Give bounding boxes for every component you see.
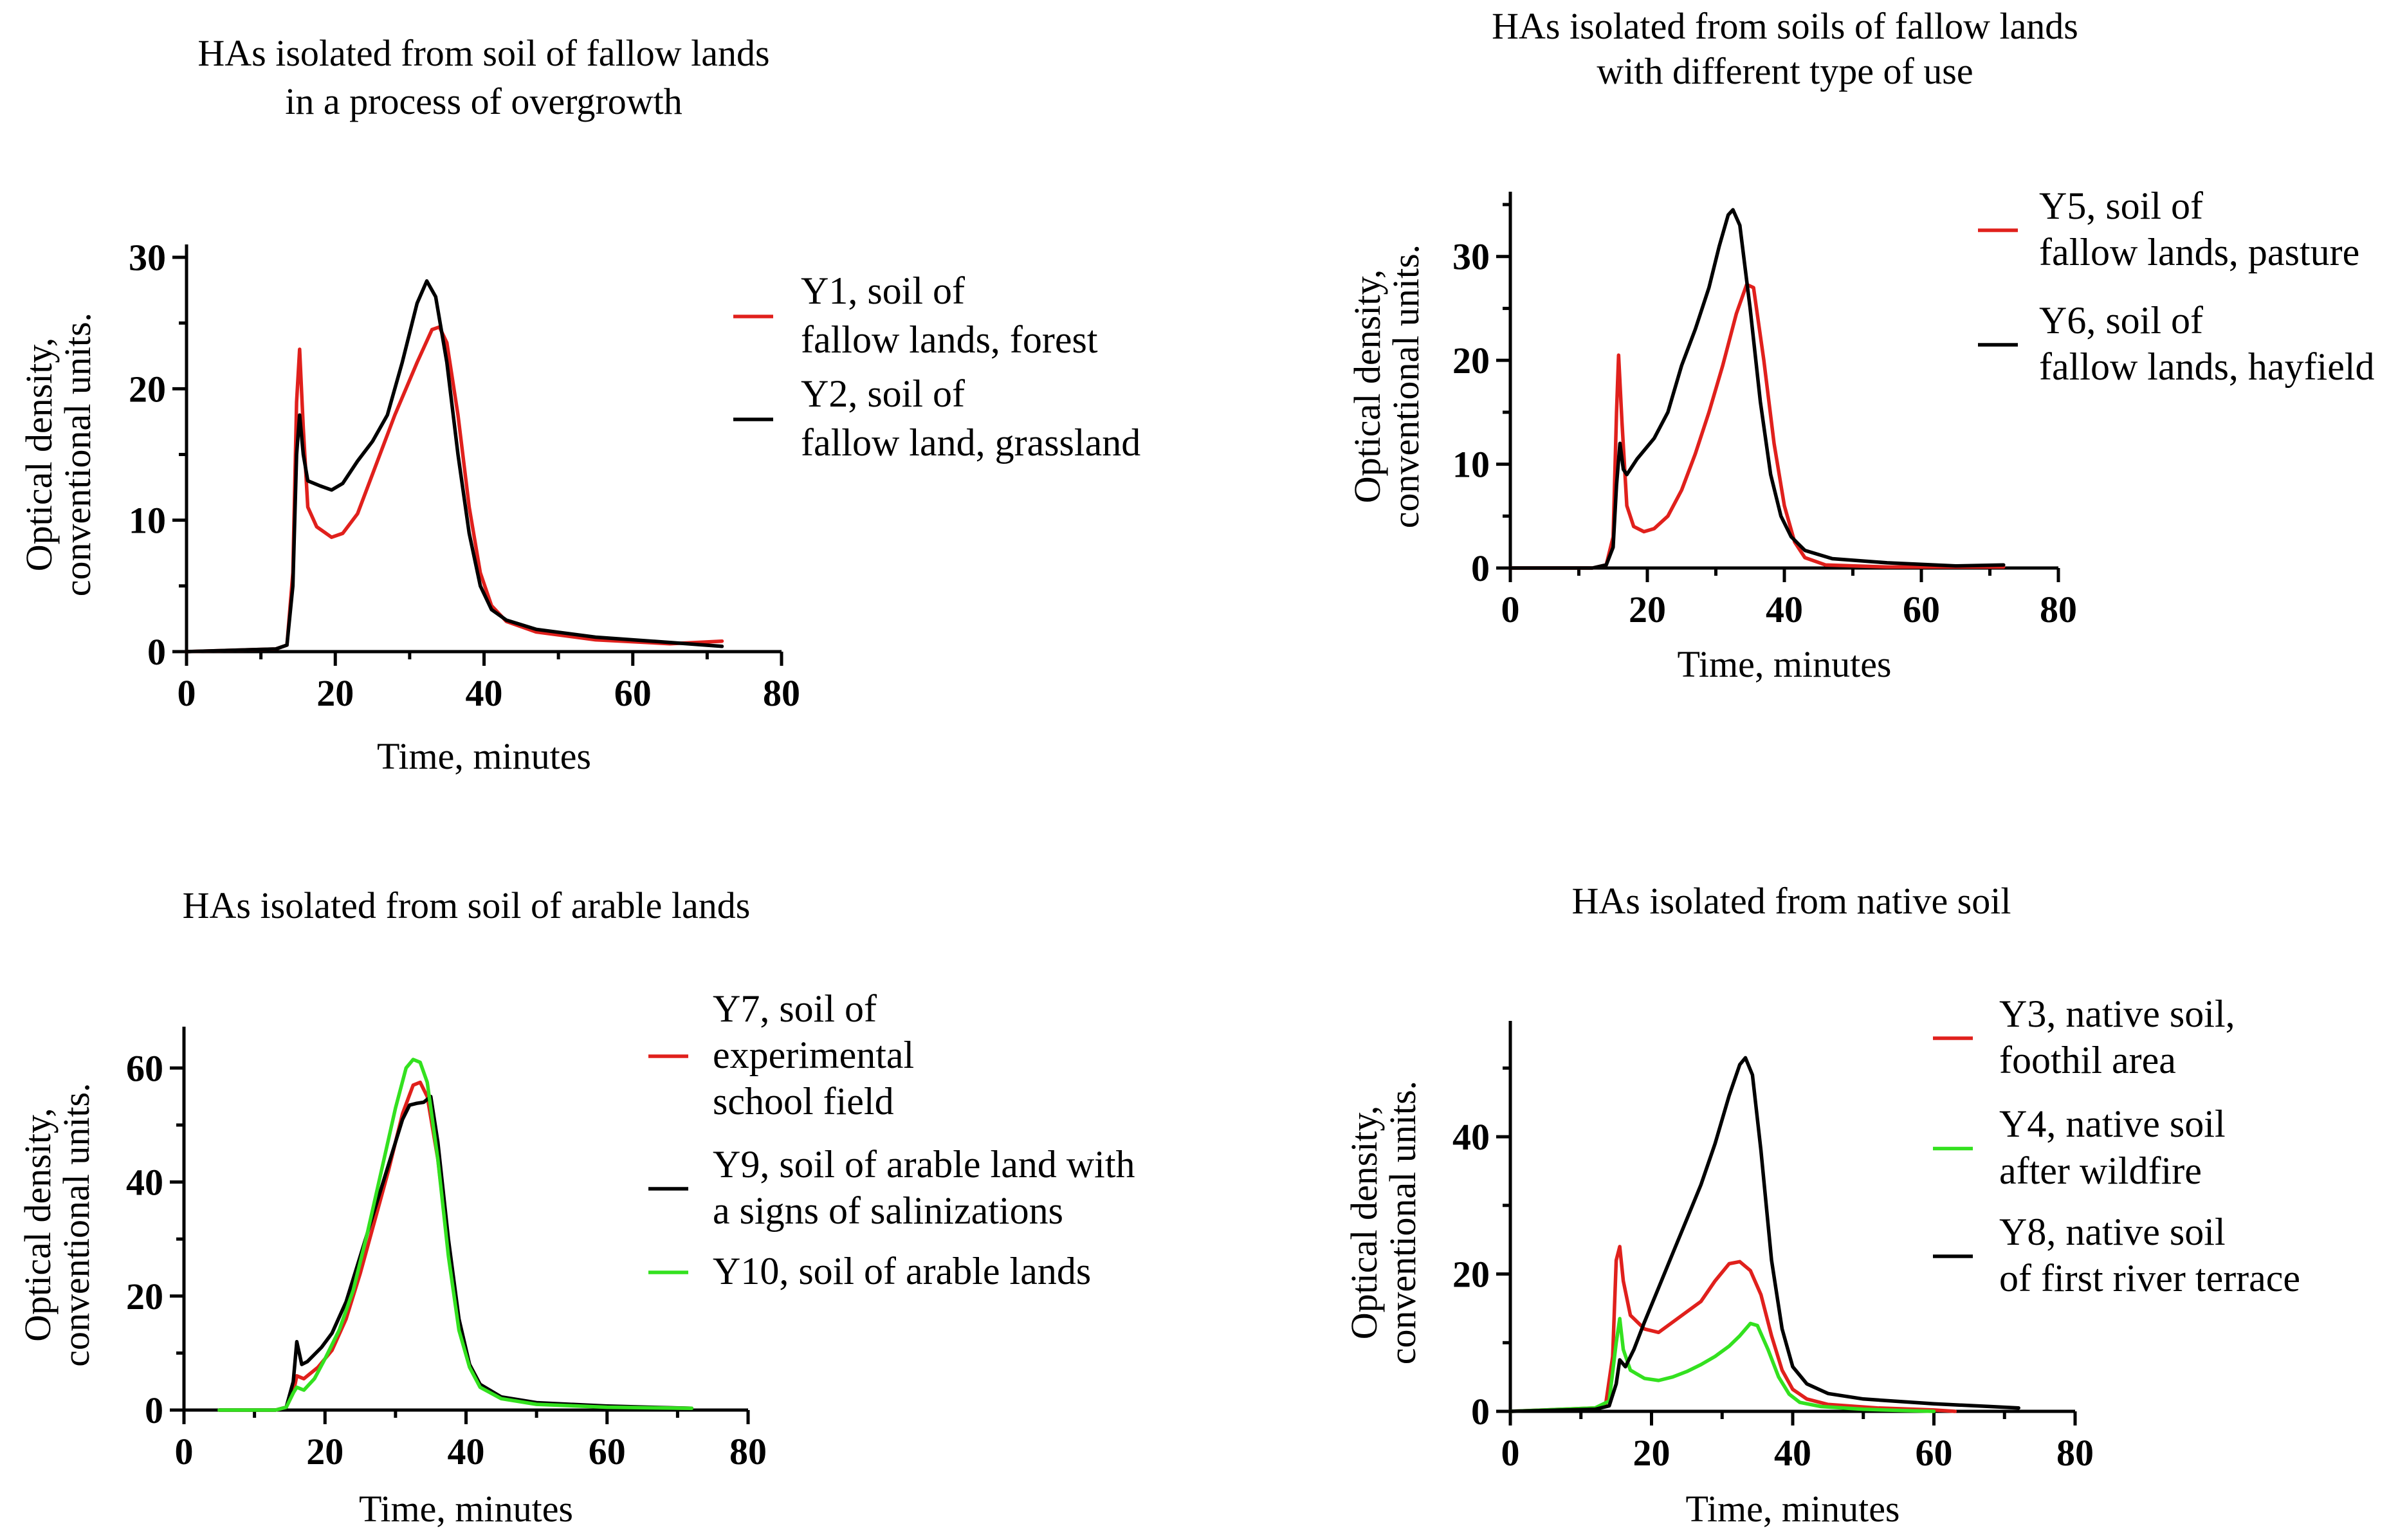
y-tick-label: 0 [145,1389,163,1431]
x-tick-label: 0 [1501,589,1520,630]
legend-label-y1: Y1, soil of [801,270,965,312]
y-tick-label: 20 [1452,1254,1490,1296]
y-tick-label: 20 [126,1276,163,1317]
y-tick-label: 20 [1452,340,1490,381]
y-tick-label: 20 [129,368,166,410]
x-tick-label: 40 [466,672,503,714]
series-line-y6 [1508,208,2006,570]
x-tick-label: 60 [614,672,652,714]
chart-title: HAs isolated from soils of fallow lands [1492,5,2078,47]
x-axis-label: Time, minutes [1677,643,1891,685]
chart-title: HAs isolated from soil of arable lands [183,885,751,926]
legend-label-y4: after wildfire [1999,1150,2202,1192]
chart-panel-p3: HAs isolated from soil of arable lands 0 2… [17,885,1135,1530]
legend-label-y3: Y3, native soil, [1999,993,2235,1035]
x-tick-label: 0 [178,672,196,714]
chart-title: HAs isolated from soil of fallow lands [197,32,769,74]
legend-label-y4: Y4, native soil [1999,1103,2226,1145]
y-tick-label: 10 [1452,444,1490,486]
series-line-y7 [217,1080,694,1412]
series-line-y2 [185,279,724,654]
chart-panel-p4: HAs isolated from native soil 0 20 40 60 80 0 2… [1343,880,2300,1530]
y-tick-label: 40 [126,1162,163,1204]
x-tick-label: 0 [175,1431,194,1472]
x-tick-label: 80 [2056,1432,2094,1474]
legend-label-y10: Y10, soil of arable lands [713,1250,1091,1292]
x-tick-label: 20 [1629,589,1666,630]
legend-label-y9: a signs of salinizations [713,1189,1063,1232]
y-tick-label: 60 [126,1047,163,1089]
x-tick-label: 80 [763,672,800,714]
x-tick-label: 20 [306,1431,343,1472]
chart-panel-p1: HAs isolated from soil of fallow lands in… [18,32,1140,777]
y-axis-label: Optical density, [17,1108,59,1342]
x-tick-label: 40 [448,1431,485,1472]
y-axis-label: Optical density, [1343,1106,1385,1340]
x-tick-label: 60 [1916,1432,1953,1474]
legend-label-y6: fallow lands, hayfield [2039,345,2375,388]
y-tick-label: 0 [1471,547,1490,589]
series-line-y1 [185,325,724,654]
x-axis-label: Time, minutes [359,1488,573,1530]
legend-label-y3: foothil area [1999,1039,2176,1081]
y-tick-label: 10 [129,500,166,542]
chart-title: in a process of overgrowth [285,80,682,122]
x-tick-label: 60 [1903,589,1940,630]
y-axis-label: Optical density, [18,338,60,572]
x-tick-label: 80 [2040,589,2077,630]
legend-label-y1: fallow lands, forest [801,318,1098,361]
series-line-y10 [217,1058,694,1412]
series-line-y9 [217,1094,694,1412]
legend-label-y8: of first river terrace [1999,1257,2300,1299]
legend-label-y2: fallow land, grassland [801,421,1140,464]
x-tick-label: 20 [1633,1432,1670,1474]
x-tick-label: 40 [1766,589,1803,630]
y-tick-label: 30 [129,237,166,279]
legend-label-y7: school field [713,1080,894,1123]
x-axis-label: Time, minutes [1685,1488,1899,1530]
y-tick-label: 40 [1452,1116,1490,1158]
legend-label-y8: Y8, native soil [1999,1211,2226,1253]
x-tick-label: 40 [1774,1432,1811,1474]
legend-label-y5: Y5, soil of [2039,185,2203,227]
y-axis-label: Optical density, [1346,270,1388,504]
series-line-y5 [1508,282,2006,570]
x-tick-label: 80 [729,1431,767,1472]
legend-label-y2: Y2, soil of [801,372,965,415]
legend-label-y5: fallow lands, pasture [2039,231,2359,273]
x-tick-label: 20 [316,672,354,714]
y-axis-label: conventional units. [1382,1081,1423,1364]
x-tick-label: 60 [589,1431,626,1472]
legend-label-y9: Y9, soil of arable land with [713,1143,1135,1186]
chart-title: with different type of use [1597,50,1973,92]
y-axis-label: conventional units. [57,313,98,596]
legend-label-y6: Y6, soil of [2039,299,2203,342]
y-axis-label: conventional units. [55,1083,97,1366]
series-line-y3 [1508,1245,1957,1413]
series-line-y8 [1508,1056,2020,1413]
y-tick-label: 0 [147,631,166,673]
y-tick-label: 0 [1471,1391,1490,1433]
series-line-y4 [1508,1317,1936,1413]
x-axis-label: Time, minutes [377,735,591,777]
chart-title: HAs isolated from native soil [1571,880,2011,922]
y-axis-label: conventional units. [1385,244,1427,528]
y-tick-label: 30 [1452,236,1490,278]
chart-panel-p2: HAs isolated from soils of fallow landsw… [1346,5,2375,685]
x-tick-label: 0 [1501,1432,1520,1474]
legend-label-y7: experimental [713,1034,914,1076]
legend-label-y7: Y7, soil of [713,987,877,1030]
